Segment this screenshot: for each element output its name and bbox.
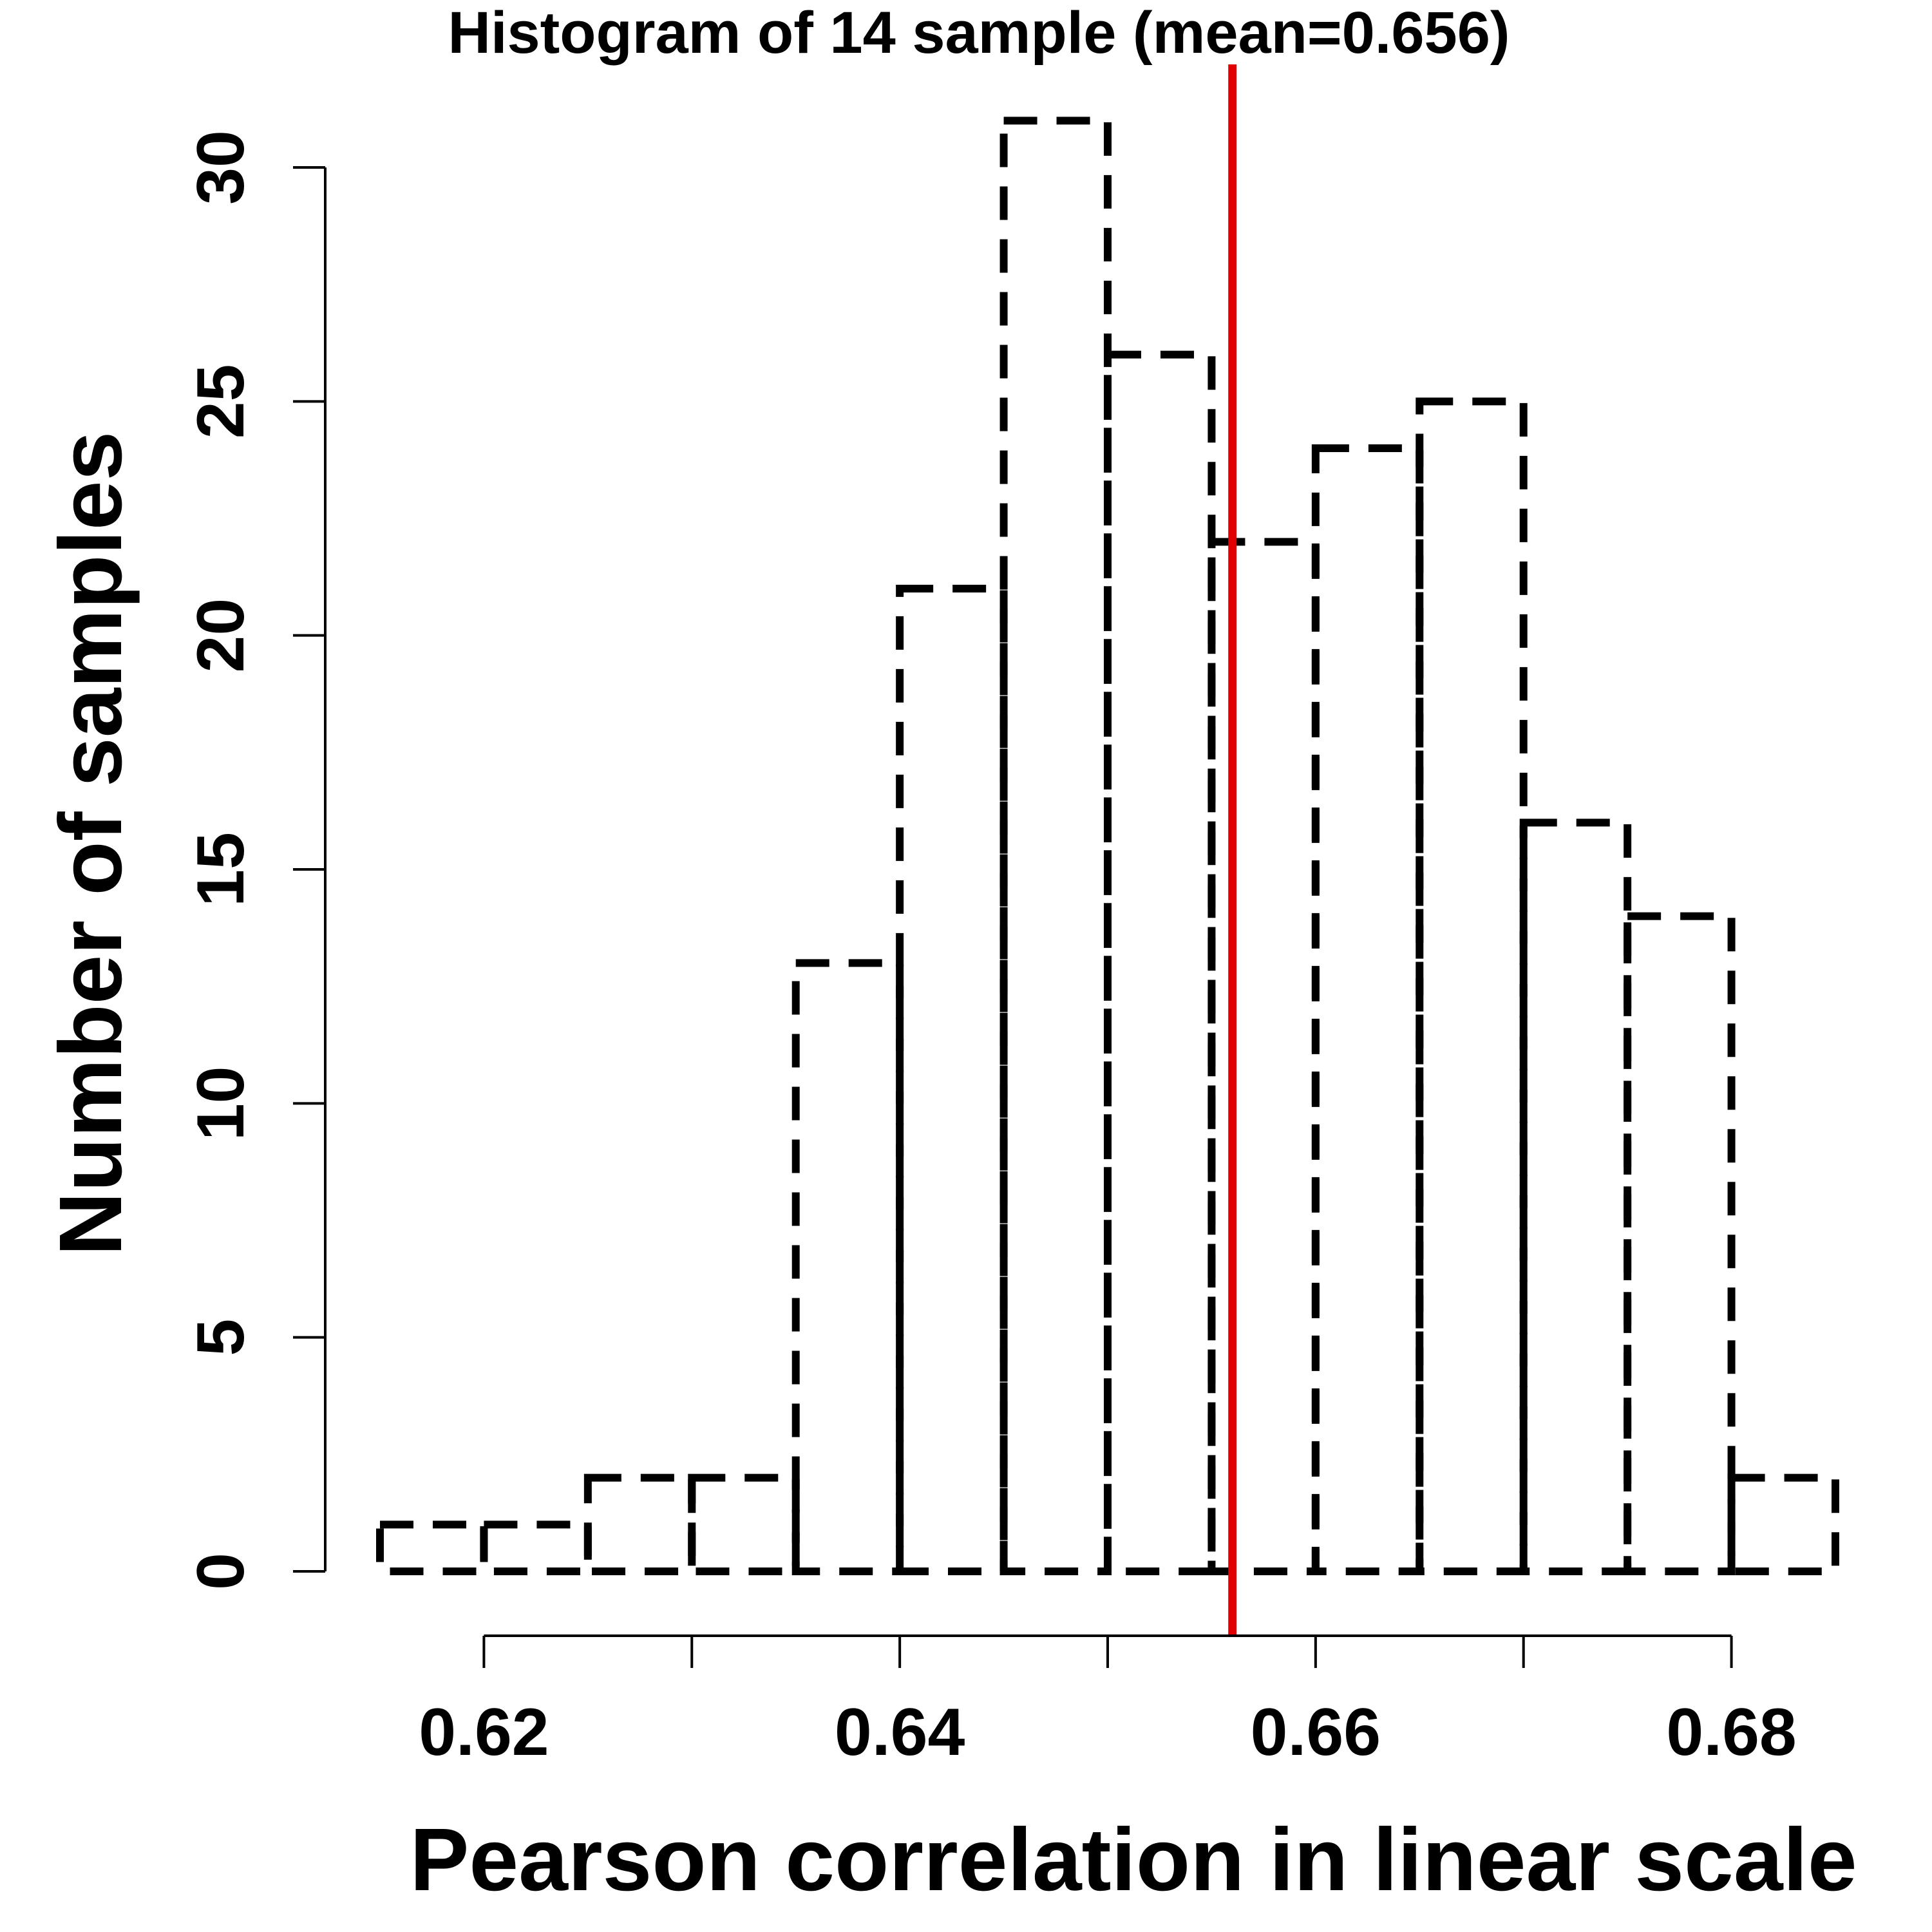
histogram-bars [376,117,1840,1576]
y-tick-label: 5 [184,1319,258,1356]
histogram-bar-13 [1624,912,1736,1575]
x-tick-label: 0.66 [1251,1695,1381,1770]
histogram-bar-14 [1727,1473,1840,1576]
y-axis: 0 5 10 15 20 25 30 [184,130,327,1590]
histogram-bar-5 [791,959,904,1576]
x-axis-label: Pearson correlation in linear scale [410,1810,1857,1909]
histogram-bar-2 [480,1520,592,1575]
histogram-bar-8 [1104,350,1216,1576]
histogram-bar-7 [999,117,1112,1576]
y-tick-label: 10 [184,1066,258,1141]
x-tick-label: 0.68 [1666,1695,1796,1770]
y-axis-label: Number of samples [41,431,140,1256]
y-tick-label: 30 [184,130,258,205]
x-tick-label: 0.64 [835,1695,965,1770]
y-tick-label: 15 [184,832,258,907]
histogram-bar-1 [376,1520,488,1575]
histogram-bar-12 [1519,819,1632,1575]
histogram-bar-4 [688,1473,800,1576]
y-tick-label: 25 [184,364,258,439]
histogram-bar-9 [1208,538,1320,1575]
histogram-bar-3 [583,1473,696,1576]
x-axis: 0.62 0.64 0.66 0.68 [419,1634,1797,1770]
y-tick-label: 0 [184,1553,258,1590]
y-tick-label: 20 [184,598,258,673]
histogram-bar-11 [1416,397,1528,1575]
x-tick-label: 0.62 [419,1695,549,1770]
histogram-bar-10 [1311,444,1424,1575]
histogram-bar-6 [896,585,1008,1575]
chart-title: Histogram of 14 sample (mean=0.656) [448,0,1510,66]
